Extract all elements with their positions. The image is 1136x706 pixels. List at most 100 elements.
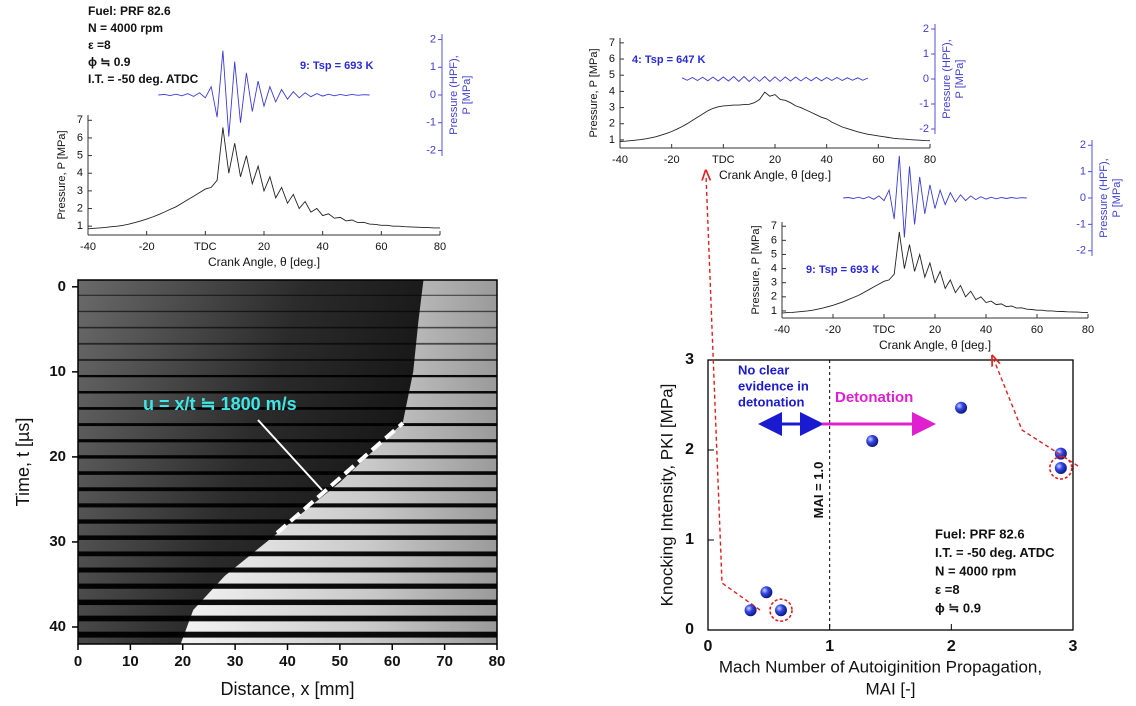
frame-gap xyxy=(78,326,497,329)
frame-gap xyxy=(78,423,497,427)
line-chart: -40 -20 TDC 20 40 60 80 1 2 3 4 5 6 7 -2 -1 0 1 2 Crank Ang… xyxy=(588,23,966,182)
frame-gap xyxy=(78,583,497,589)
frame-gap xyxy=(78,519,497,524)
x-axis-label: Mach Number of Autoiginition Propagation… xyxy=(719,657,1042,676)
x-tick-label: -40 xyxy=(774,324,790,336)
frame-gap xyxy=(78,455,497,459)
line-chart: -40 -20 TDC 20 40 60 80 1 2 3 4 5 6 7 -2 -1 0 1 2 Crank Ang… xyxy=(56,4,473,269)
frame-gap xyxy=(78,487,497,492)
x-axis-label: Crank Angle, θ [deg.] xyxy=(719,168,831,182)
y-tick-label: 2 xyxy=(771,291,777,303)
y-tick-label: 2 xyxy=(77,202,83,214)
x-tick-label: -20 xyxy=(825,324,841,336)
y-tick-label: 2 xyxy=(609,118,615,130)
frame-gap xyxy=(78,567,497,573)
y2-tick-label: 1 xyxy=(923,48,929,60)
x-tick-label: 30 xyxy=(227,653,244,670)
frame-gap xyxy=(78,615,497,622)
frame-gap xyxy=(78,471,497,475)
frame-gap xyxy=(78,535,497,540)
y2-axis-label: P [MPa] xyxy=(461,76,473,115)
data-line xyxy=(681,75,869,83)
condition-note: ϕ ≒ 0.9 xyxy=(935,600,981,615)
frame-gap xyxy=(78,342,497,345)
frame-gap xyxy=(78,407,497,410)
condition-note: ε =8 xyxy=(88,38,111,52)
case-label: 4: Tsp = 647 K xyxy=(632,54,706,66)
x-tick-label: 20 xyxy=(174,653,191,670)
condition-note: Fuel: PRF 82.6 xyxy=(935,526,1025,541)
frame-gap xyxy=(78,358,497,361)
y2-axis-label: P [MPa] xyxy=(1111,179,1123,218)
y-axis-label: Knocking Intensity, PKI [MPa] xyxy=(657,384,676,607)
regime-note: Detonation xyxy=(835,389,913,406)
x-tick-label: 60 xyxy=(384,653,401,670)
y-tick-label: 0 xyxy=(58,278,66,295)
data-point xyxy=(955,401,968,414)
y-tick-label: 6 xyxy=(771,234,777,246)
x-tick-label: -20 xyxy=(664,154,680,166)
y-tick-label: 1 xyxy=(771,305,777,317)
y-tick-label: 4 xyxy=(771,262,777,274)
highlight-ring xyxy=(1049,456,1073,480)
data-line xyxy=(781,231,1088,314)
y-axis-label: Pressure, P [MPa] xyxy=(588,48,600,137)
front-line xyxy=(275,421,405,535)
y2-axis-label: Pressure (HPF), xyxy=(941,39,953,118)
y-tick-label: 7 xyxy=(609,37,615,49)
frame-gap xyxy=(78,374,497,378)
y2-tick-label: -2 xyxy=(1076,245,1086,257)
x-tick-label: TDC xyxy=(194,241,217,253)
x-tick-label: 40 xyxy=(821,154,833,166)
data-line xyxy=(843,155,1027,238)
x-tick-label: 40 xyxy=(317,241,329,253)
y2-tick-label: -2 xyxy=(919,123,929,135)
x-tick-label: 0 xyxy=(74,653,82,670)
streak-image xyxy=(78,280,497,644)
x-tick-label: 20 xyxy=(929,324,941,336)
y2-tick-label: 1 xyxy=(1080,166,1086,178)
y2-tick-label: -1 xyxy=(919,98,929,110)
data-line xyxy=(619,91,931,142)
line-chart: -40 -20 TDC 20 40 60 80 1 2 3 4 5 6 7 -2 -1 0 1 2 Crank Ang… xyxy=(750,139,1123,352)
x-tick-label: 1 xyxy=(825,638,834,655)
x-tick-label: 20 xyxy=(258,241,270,253)
highlight-ring xyxy=(769,598,793,623)
y-tick-label: 20 xyxy=(49,448,66,465)
data-point xyxy=(775,604,787,617)
y2-axis-label: P [MPa] xyxy=(954,60,966,99)
y-tick-label: 4 xyxy=(77,167,83,179)
y2-tick-label: 0 xyxy=(923,73,929,85)
y-tick-label: 2 xyxy=(685,441,694,458)
y-tick-label: 40 xyxy=(49,618,66,635)
x-tick-label: -40 xyxy=(612,154,628,166)
x-tick-label: 10 xyxy=(122,653,139,670)
x-tick-label: 60 xyxy=(375,241,387,253)
y2-tick-label: 1 xyxy=(430,61,436,73)
condition-note: ϕ ≒ 0.9 xyxy=(88,55,131,69)
y-tick-label: 3 xyxy=(609,101,615,113)
x-tick-label: -20 xyxy=(139,241,155,253)
y-tick-label: 4 xyxy=(609,85,615,97)
x-tick-label: 80 xyxy=(434,241,446,253)
y2-tick-label: 0 xyxy=(430,89,436,101)
y-tick-label: 5 xyxy=(771,248,777,260)
y2-axis-label: Pressure (HPF), xyxy=(448,55,460,134)
y-axis-label: Pressure, P [MPa] xyxy=(56,130,68,219)
y-tick-label: 30 xyxy=(49,533,66,550)
speed-annotation: u = x/t ≒ 1800 m/s xyxy=(143,394,297,414)
x-tick-label: 40 xyxy=(980,324,992,336)
y-tick-label: 6 xyxy=(609,53,615,65)
y-axis-label: Pressure, P [MPa] xyxy=(750,225,762,314)
y-tick-label: 1 xyxy=(609,134,615,146)
data-point xyxy=(1054,462,1067,474)
x-tick-label: 3 xyxy=(1069,638,1078,655)
frame-gap xyxy=(78,439,497,443)
frame-gap xyxy=(78,391,497,394)
frame-gap xyxy=(78,503,497,508)
y-tick-label: 5 xyxy=(609,69,615,81)
x-tick-label: 80 xyxy=(489,653,506,670)
x-tick-label: 50 xyxy=(332,653,349,670)
